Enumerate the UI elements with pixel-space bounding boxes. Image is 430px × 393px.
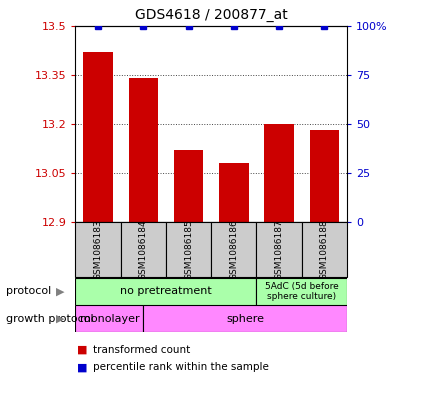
Bar — [309, 130, 338, 222]
Text: ■: ■ — [77, 345, 87, 355]
Text: sphere: sphere — [226, 314, 264, 324]
Text: monolayer: monolayer — [80, 314, 139, 324]
Text: GSM1086187: GSM1086187 — [274, 219, 283, 280]
Text: no pretreatment: no pretreatment — [120, 286, 211, 296]
Text: percentile rank within the sample: percentile rank within the sample — [92, 362, 268, 373]
Bar — [256, 278, 346, 305]
Text: growth protocol: growth protocol — [6, 314, 94, 324]
Bar — [120, 222, 166, 277]
Text: 5AdC (5d before
sphere culture): 5AdC (5d before sphere culture) — [264, 281, 338, 301]
Bar — [211, 222, 256, 277]
Bar — [218, 163, 248, 222]
Bar — [83, 52, 113, 222]
Bar — [166, 222, 211, 277]
Bar — [256, 222, 301, 277]
Bar — [75, 222, 120, 277]
Text: GSM1086188: GSM1086188 — [319, 219, 328, 280]
Text: ▶: ▶ — [56, 286, 64, 296]
Text: ▶: ▶ — [56, 314, 64, 324]
Text: GSM1086183: GSM1086183 — [93, 219, 102, 280]
Text: ■: ■ — [77, 362, 87, 373]
Bar — [143, 305, 346, 332]
Bar — [264, 124, 293, 222]
Title: GDS4618 / 200877_at: GDS4618 / 200877_at — [135, 8, 287, 22]
Bar — [128, 78, 158, 222]
Bar — [75, 278, 256, 305]
Text: GSM1086186: GSM1086186 — [229, 219, 238, 280]
Bar — [173, 150, 203, 222]
Text: transformed count: transformed count — [92, 345, 190, 355]
Bar — [301, 222, 346, 277]
Bar — [75, 305, 143, 332]
Text: GSM1086184: GSM1086184 — [138, 219, 147, 280]
Text: GSM1086185: GSM1086185 — [184, 219, 193, 280]
Text: protocol: protocol — [6, 286, 52, 296]
